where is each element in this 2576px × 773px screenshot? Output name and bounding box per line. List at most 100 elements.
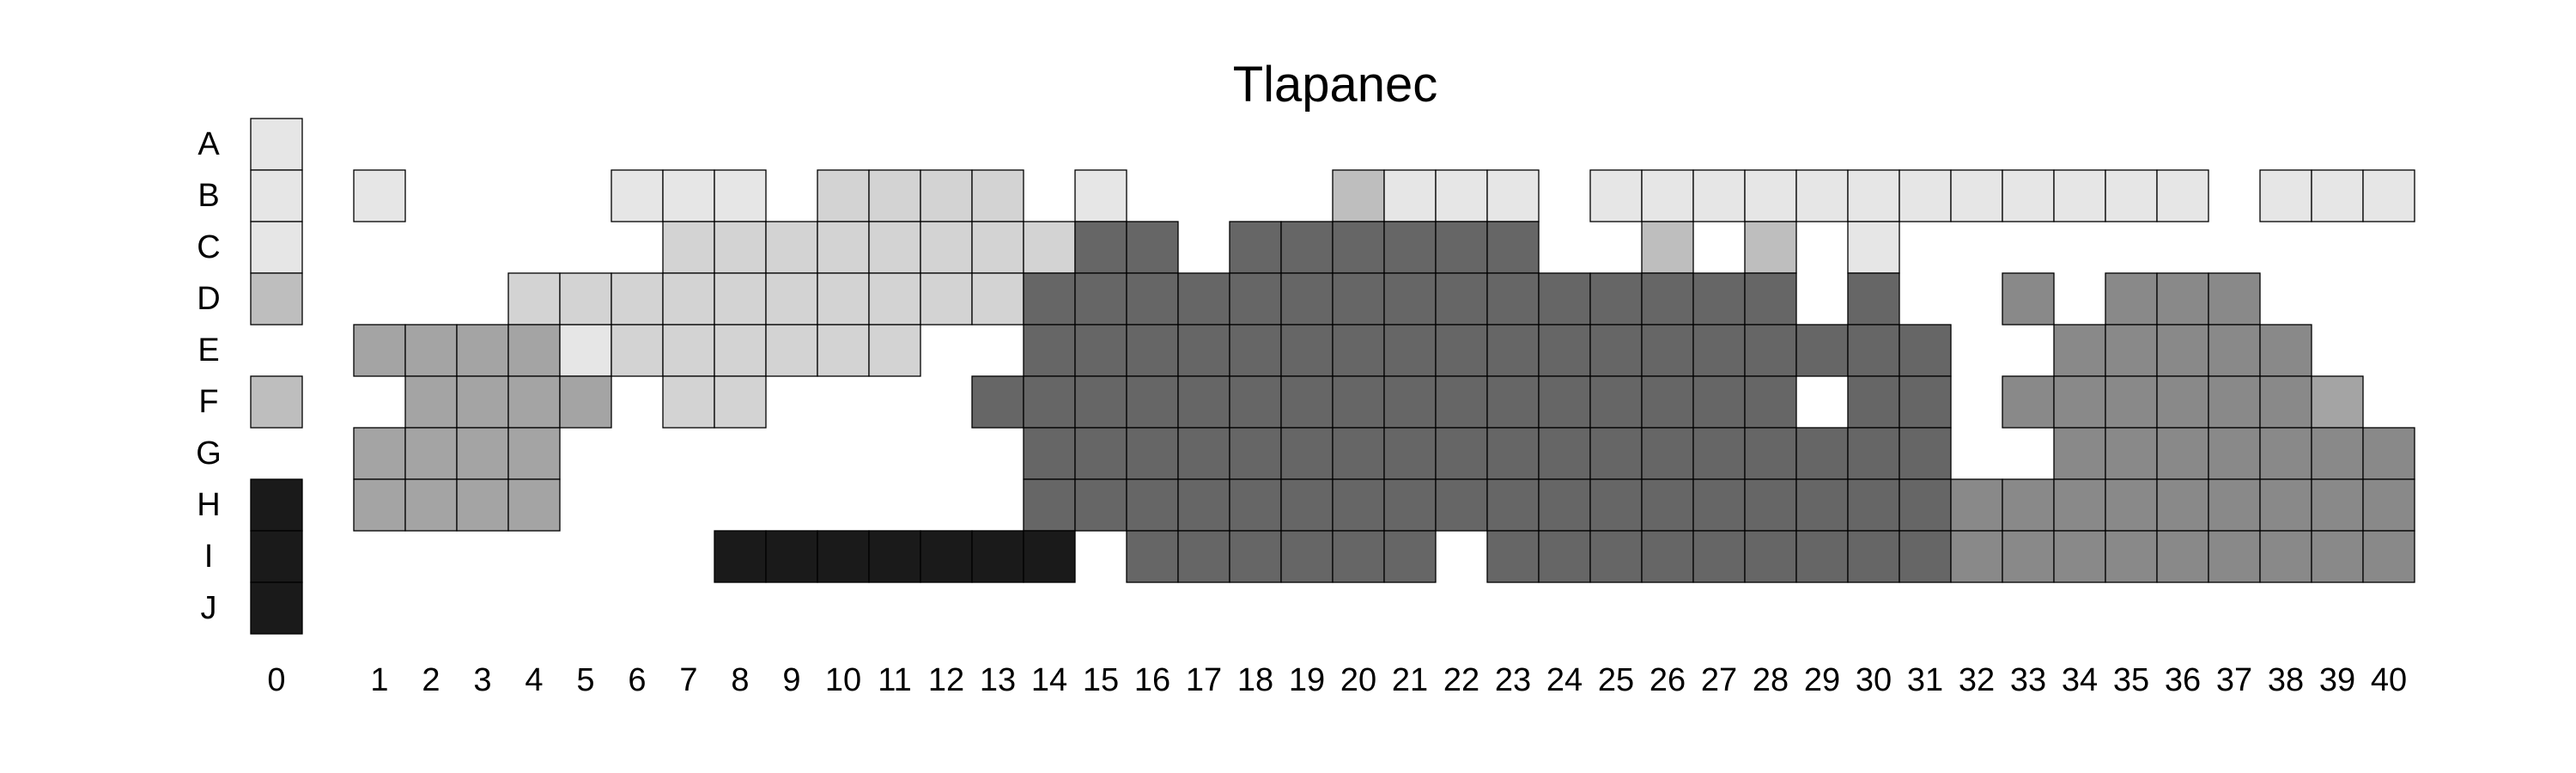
heatmap-cell-B-21 <box>1383 169 1437 222</box>
heatmap-cell-D-8 <box>714 272 767 326</box>
row-label-A: A <box>197 126 220 162</box>
heatmap-cell-I-28 <box>1744 530 1797 583</box>
row-label-D: D <box>197 281 220 317</box>
heatmap-cell-I-34 <box>2053 530 2106 583</box>
heatmap-cell-I-30 <box>1847 530 1900 583</box>
heatmap-cell-G-16 <box>1126 427 1179 480</box>
heatmap-cell-E-6 <box>611 324 664 377</box>
heatmap-cell-G-14 <box>1023 427 1076 480</box>
heatmap-cell-D-10 <box>817 272 870 326</box>
column-label-5: 5 <box>576 662 594 698</box>
heatmap-cell-D-14 <box>1023 272 1076 326</box>
heatmap-cell-H-24 <box>1538 478 1591 532</box>
heatmap-cell-C-7 <box>662 221 715 274</box>
heatmap-cell-H-16 <box>1126 478 1179 532</box>
heatmap-cell-C-13 <box>971 221 1024 274</box>
column-label-25: 25 <box>1598 662 1634 698</box>
heatmap-cell-D-25 <box>1589 272 1643 326</box>
heatmap-cell-B-11 <box>868 169 921 222</box>
heatmap-cell-F-0 <box>250 375 303 429</box>
heatmap-cell-I-19 <box>1280 530 1334 583</box>
heatmap-cell-E-29 <box>1795 324 1849 377</box>
heatmap-cell-E-27 <box>1692 324 1746 377</box>
heatmap-cell-F-36 <box>2156 375 2209 429</box>
heatmap-cell-I-17 <box>1177 530 1230 583</box>
heatmap-cell-E-9 <box>765 324 818 377</box>
column-label-8: 8 <box>731 662 749 698</box>
heatmap-cell-H-28 <box>1744 478 1797 532</box>
heatmap-cell-G-4 <box>507 427 561 480</box>
heatmap-cell-G-17 <box>1177 427 1230 480</box>
row-label-B: B <box>197 178 219 214</box>
column-label-40: 40 <box>2371 662 2407 698</box>
column-label-12: 12 <box>928 662 964 698</box>
heatmap-cell-E-3 <box>456 324 509 377</box>
heatmap-cell-B-8 <box>714 169 767 222</box>
row-label-E: E <box>197 332 219 368</box>
heatmap-cell-F-7 <box>662 375 715 429</box>
heatmap-cell-H-14 <box>1023 478 1076 532</box>
column-label-7: 7 <box>679 662 697 698</box>
column-label-10: 10 <box>825 662 861 698</box>
heatmap-cell-G-2 <box>404 427 458 480</box>
heatmap-cell-C-21 <box>1383 221 1437 274</box>
column-label-14: 14 <box>1031 662 1067 698</box>
heatmap-cell-I-31 <box>1899 530 1952 583</box>
heatmap-cell-I-29 <box>1795 530 1849 583</box>
heatmap-cell-E-10 <box>817 324 870 377</box>
row-label-I: I <box>204 539 214 575</box>
heatmap-cell-C-15 <box>1074 221 1127 274</box>
heatmap-cell-B-26 <box>1641 169 1694 222</box>
column-label-20: 20 <box>1340 662 1376 698</box>
row-label-F: F <box>198 384 218 420</box>
heatmap-cell-F-4 <box>507 375 561 429</box>
heatmap-cell-E-2 <box>404 324 458 377</box>
heatmap-cell-E-7 <box>662 324 715 377</box>
column-label-4: 4 <box>525 662 543 698</box>
heatmap-cell-H-31 <box>1899 478 1952 532</box>
heatmap-cell-G-27 <box>1692 427 1746 480</box>
heatmap-cell-C-20 <box>1332 221 1385 274</box>
heatmap-cell-H-15 <box>1074 478 1127 532</box>
heatmap-cell-I-18 <box>1229 530 1282 583</box>
column-label-38: 38 <box>2268 662 2304 698</box>
heatmap-cell-F-17 <box>1177 375 1230 429</box>
heatmap-cell-I-16 <box>1126 530 1179 583</box>
heatmap-cell-B-35 <box>2105 169 2158 222</box>
heatmap-cell-E-11 <box>868 324 921 377</box>
column-label-19: 19 <box>1289 662 1325 698</box>
heatmap-cell-B-36 <box>2156 169 2209 222</box>
heatmap-cell-D-18 <box>1229 272 1282 326</box>
heatmap-cell-H-17 <box>1177 478 1230 532</box>
heatmap-cell-D-28 <box>1744 272 1797 326</box>
heatmap-cell-B-28 <box>1744 169 1797 222</box>
heatmap-cell-F-38 <box>2259 375 2312 429</box>
heatmap-cell-A-0 <box>250 118 303 171</box>
heatmap-cell-B-38 <box>2259 169 2312 222</box>
heatmap-cell-H-32 <box>1950 478 2003 532</box>
heatmap-cell-H-30 <box>1847 478 1900 532</box>
heatmap-cell-D-13 <box>971 272 1024 326</box>
heatmap-cell-E-23 <box>1486 324 1540 377</box>
column-label-36: 36 <box>2165 662 2201 698</box>
heatmap-cell-E-38 <box>2259 324 2312 377</box>
heatmap-cell-H-3 <box>456 478 509 532</box>
column-label-21: 21 <box>1392 662 1428 698</box>
heatmap-cell-D-27 <box>1692 272 1746 326</box>
heatmap-cell-H-22 <box>1435 478 1488 532</box>
heatmap-cell-F-2 <box>404 375 458 429</box>
heatmap-cell-F-30 <box>1847 375 1900 429</box>
heatmap-cell-H-36 <box>2156 478 2209 532</box>
heatmap-cell-H-33 <box>2002 478 2055 532</box>
heatmap-cell-C-18 <box>1229 221 1282 274</box>
row-label-H: H <box>197 487 220 523</box>
heatmap-cell-D-26 <box>1641 272 1694 326</box>
heatmap-cell-H-26 <box>1641 478 1694 532</box>
heatmap-cell-B-31 <box>1899 169 1952 222</box>
heatmap-cell-I-12 <box>920 530 973 583</box>
heatmap-cell-I-23 <box>1486 530 1540 583</box>
heatmap-cell-E-34 <box>2053 324 2106 377</box>
heatmap-cell-H-21 <box>1383 478 1437 532</box>
heatmap-cell-B-25 <box>1589 169 1643 222</box>
